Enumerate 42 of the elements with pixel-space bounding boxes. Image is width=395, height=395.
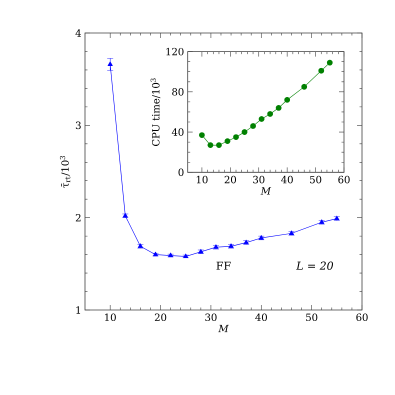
point (152, 252, 158, 256)
x-tick-label: 30 (205, 314, 217, 322)
point (250, 123, 256, 129)
y-axis-title: τ̄$_{rt}$/10$^{3}$ (60, 156, 70, 188)
x-tick-label: 50 (310, 176, 322, 184)
y-tick-label: 40 (172, 128, 184, 136)
point (301, 84, 308, 90)
x-tick-label: 40 (281, 176, 293, 184)
y-tick-label: 4 (75, 29, 81, 37)
point (318, 68, 324, 74)
x-tick-label: 60 (356, 314, 368, 322)
annotation: FF (216, 262, 231, 270)
x-tick-label: 20 (224, 176, 236, 184)
point (224, 138, 230, 144)
point (284, 96, 290, 103)
annotation: L = 20 (296, 262, 334, 270)
point (267, 111, 274, 117)
x-axis-title: M (218, 324, 229, 332)
point (258, 116, 264, 122)
point (108, 62, 113, 66)
point (199, 132, 205, 138)
x-tick-label: 10 (105, 314, 116, 322)
point (276, 105, 282, 111)
x-tick-label: 30 (253, 176, 264, 184)
y-tick-label: 3 (76, 122, 81, 130)
x-tick-label: 10 (196, 176, 208, 184)
point (242, 129, 248, 135)
point (216, 142, 222, 148)
x-tick-label: 50 (306, 314, 318, 322)
point (233, 134, 239, 140)
x-tick-label: 20 (154, 314, 166, 322)
x-axis-title: M (260, 187, 272, 194)
y-tick-label: 80 (172, 88, 184, 96)
x-tick-label: 40 (255, 314, 267, 322)
y-tick-label: 2 (76, 214, 80, 222)
y-tick-label: 120 (166, 48, 184, 56)
y-tick-label: 1 (76, 306, 80, 314)
y-tick-label: 0 (178, 168, 184, 176)
x-tick-label: 60 (338, 176, 350, 184)
point (326, 60, 333, 66)
point (208, 142, 214, 148)
y-axis-title: CPU time/10$^{3}$ (150, 78, 160, 146)
